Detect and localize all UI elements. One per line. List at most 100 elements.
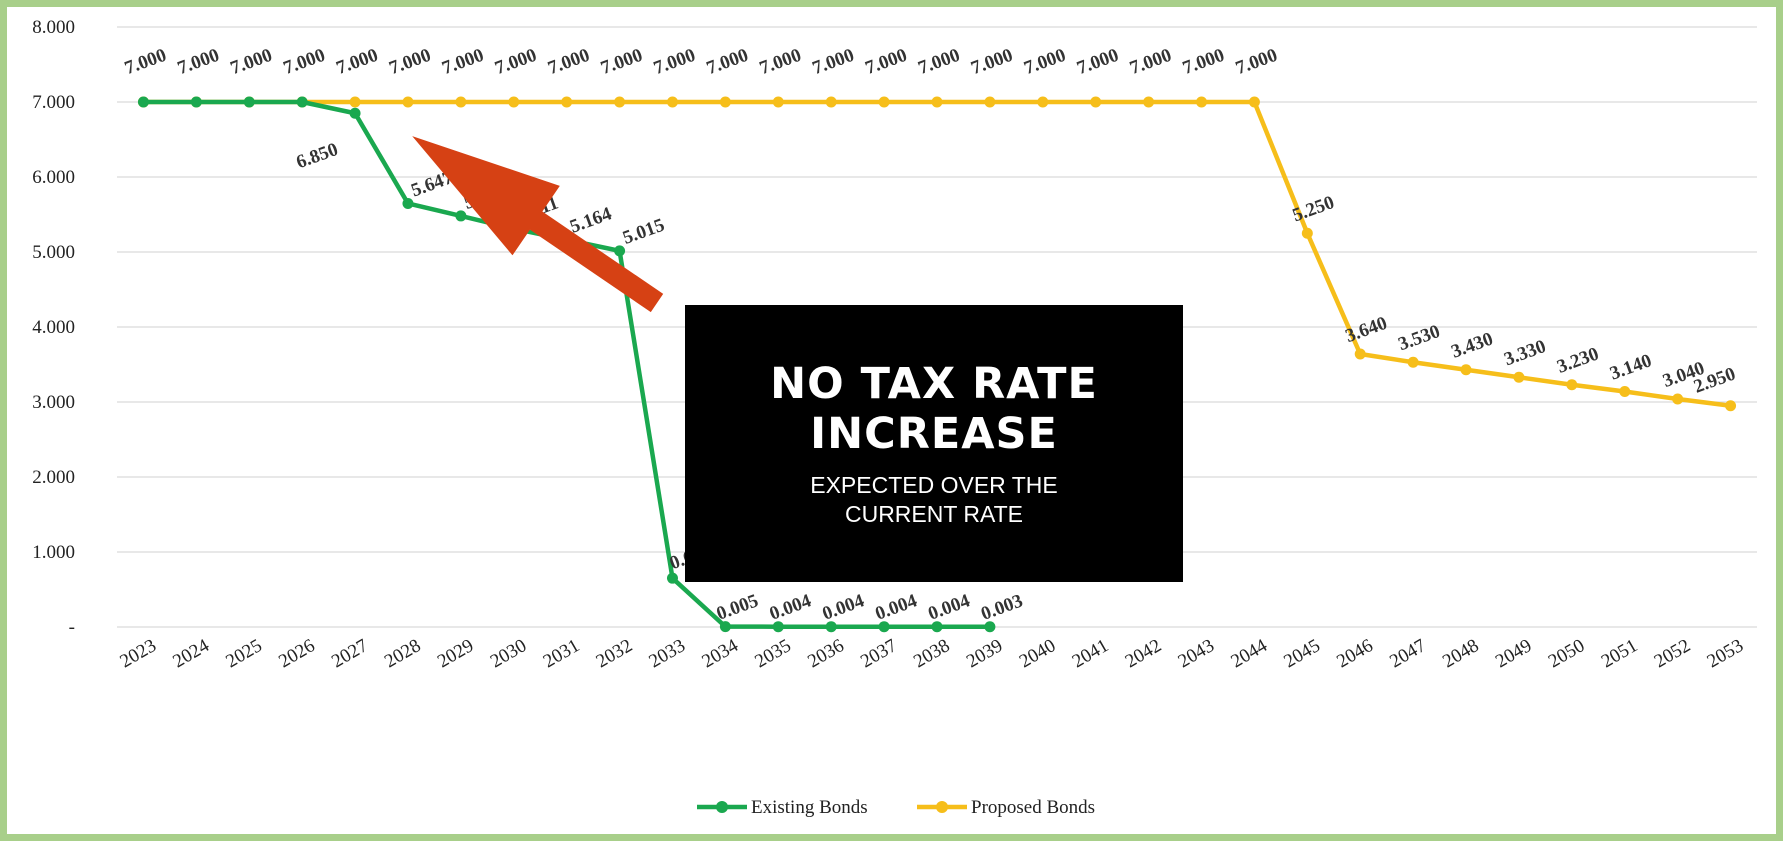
proposed-bonds-point	[878, 96, 890, 108]
x-tick-label: 2033	[646, 635, 689, 672]
proposed-bonds-point	[772, 96, 784, 108]
x-tick-label: 2038	[910, 635, 953, 672]
proposed-bonds-data-label: 7.000	[228, 45, 275, 79]
existing-bonds-data-label: 0.004	[767, 590, 815, 625]
y-tick-label: 3.000	[32, 392, 75, 413]
existing-bonds-point	[878, 621, 890, 633]
legend-existing-marker-icon	[716, 801, 728, 813]
proposed-bonds-point	[455, 96, 467, 108]
proposed-bonds-data-label: 7.000	[1127, 45, 1174, 79]
proposed-bonds-point	[825, 96, 837, 108]
proposed-bonds-data-label: 7.000	[598, 45, 645, 79]
x-tick-label: 2049	[1492, 635, 1535, 672]
proposed-bonds-point	[561, 96, 573, 108]
proposed-bonds-data-label: 7.000	[334, 45, 381, 79]
proposed-bonds-data-label: 7.000	[757, 45, 804, 79]
x-tick-label: 2031	[540, 635, 583, 672]
proposed-bonds-data-label: 7.000	[863, 45, 910, 79]
proposed-bonds-point	[1301, 227, 1313, 239]
x-tick-label: 2024	[169, 635, 213, 672]
y-tick-label: 6.000	[32, 167, 75, 188]
x-tick-label: 2028	[381, 635, 424, 672]
proposed-bonds-data-label: 7.000	[386, 45, 433, 79]
proposed-bonds-point	[1037, 96, 1049, 108]
proposed-bonds-data-label: 7.000	[545, 45, 592, 79]
existing-bonds-point	[772, 621, 784, 633]
proposed-bonds-point	[1566, 379, 1578, 391]
proposed-bonds-point	[1619, 386, 1631, 397]
x-tick-label: 2029	[434, 635, 477, 672]
proposed-bonds-point	[508, 96, 520, 108]
proposed-bonds-point	[1513, 371, 1525, 383]
proposed-bonds-data-label: 7.000	[1233, 45, 1280, 79]
x-tick-label: 2040	[1016, 635, 1059, 672]
proposed-bonds-point	[719, 96, 731, 108]
x-tick-label: 2047	[1386, 635, 1429, 672]
existing-bonds-point	[666, 572, 678, 584]
proposed-bonds-point	[1248, 96, 1260, 108]
proposed-bonds-point	[666, 96, 678, 108]
line-chart: - 1.000 2.000 3.000 4.000 5.000 6.000 7.000 8.00…	[32, 17, 1757, 818]
y-tick-label: 8.000	[32, 17, 75, 38]
proposed-bonds-point	[614, 96, 626, 108]
existing-bonds-data-label: 5.015	[620, 215, 667, 249]
proposed-bonds-data-label: 7.000	[492, 45, 539, 79]
proposed-bonds-point	[1407, 356, 1419, 368]
existing-bonds-data-label: 0.004	[873, 590, 921, 625]
proposed-bonds-data-label: 3.330	[1501, 336, 1548, 370]
existing-bonds-data-label: 0.004	[925, 590, 973, 625]
proposed-bonds-data-label: 7.000	[915, 45, 962, 79]
legend: Existing Bonds Proposed Bonds	[697, 797, 1095, 818]
x-tick-label: 2042	[1122, 635, 1165, 672]
x-tick-label: 2046	[1333, 635, 1376, 672]
existing-bonds-point	[455, 210, 467, 222]
x-tick-label: 2045	[1280, 635, 1323, 672]
existing-bonds-point	[402, 197, 414, 209]
proposed-bonds-point	[402, 96, 414, 108]
proposed-bonds-data-label: 7.000	[1074, 45, 1121, 79]
proposed-bonds-data-label: 5.250	[1290, 192, 1337, 226]
x-tick-label: 2035	[751, 635, 794, 672]
y-tick-label: -	[69, 617, 75, 638]
proposed-bonds-point	[1354, 348, 1366, 360]
proposed-bonds-point	[1090, 96, 1102, 108]
x-tick-label: 2044	[1228, 635, 1272, 672]
proposed-bonds-point	[1725, 400, 1737, 412]
y-tick-label: 2.000	[32, 467, 75, 488]
x-tick-label: 2036	[804, 635, 847, 672]
existing-bonds-point	[243, 96, 255, 108]
proposed-bonds-data-label: 3.140	[1607, 350, 1654, 384]
x-tick-label: 2037	[857, 635, 900, 672]
existing-bonds-point	[825, 621, 837, 633]
x-tick-label: 2025	[222, 635, 265, 672]
proposed-bonds-data-label: 3.230	[1554, 343, 1601, 377]
x-tick-label: 2052	[1651, 635, 1694, 672]
x-tick-label: 2050	[1545, 635, 1588, 672]
proposed-bonds-data-label: 7.000	[122, 45, 169, 79]
proposed-bonds-point	[1196, 96, 1208, 108]
existing-bonds-data-label: 0.005	[714, 590, 761, 624]
proposed-bonds-data-label: 7.000	[968, 45, 1015, 79]
x-tick-label: 2027	[328, 635, 371, 672]
existing-bonds-point	[931, 621, 943, 633]
y-tick-label: 7.000	[32, 92, 75, 113]
y-tick-label: 5.000	[32, 242, 75, 263]
proposed-bonds-data-label: 7.000	[175, 45, 222, 79]
proposed-bonds-data-label: 7.000	[704, 45, 751, 79]
x-tick-label: 2023	[117, 635, 160, 672]
x-tick-label: 2051	[1598, 635, 1641, 672]
x-tick-label: 2026	[275, 635, 318, 672]
proposed-bonds-data-label: 7.000	[439, 45, 486, 79]
proposed-bonds-point	[1143, 96, 1155, 108]
callout-subtext: EXPECTED OVER THE CURRENT RATE	[810, 471, 1058, 527]
proposed-bonds-data-label: 7.000	[1180, 45, 1227, 79]
x-tick-label: 2053	[1704, 635, 1747, 672]
existing-bonds-data-label: 0.004	[820, 590, 868, 625]
y-tick-label: 4.000	[32, 317, 75, 338]
proposed-bonds-data-label: 7.000	[810, 45, 857, 79]
x-tick-label: 2043	[1175, 635, 1218, 672]
x-tick-label: 2030	[487, 635, 530, 672]
proposed-bonds-point	[349, 96, 361, 108]
proposed-bonds-data-label: 7.000	[281, 45, 328, 79]
proposed-bonds-data-label: 3.530	[1396, 321, 1443, 355]
